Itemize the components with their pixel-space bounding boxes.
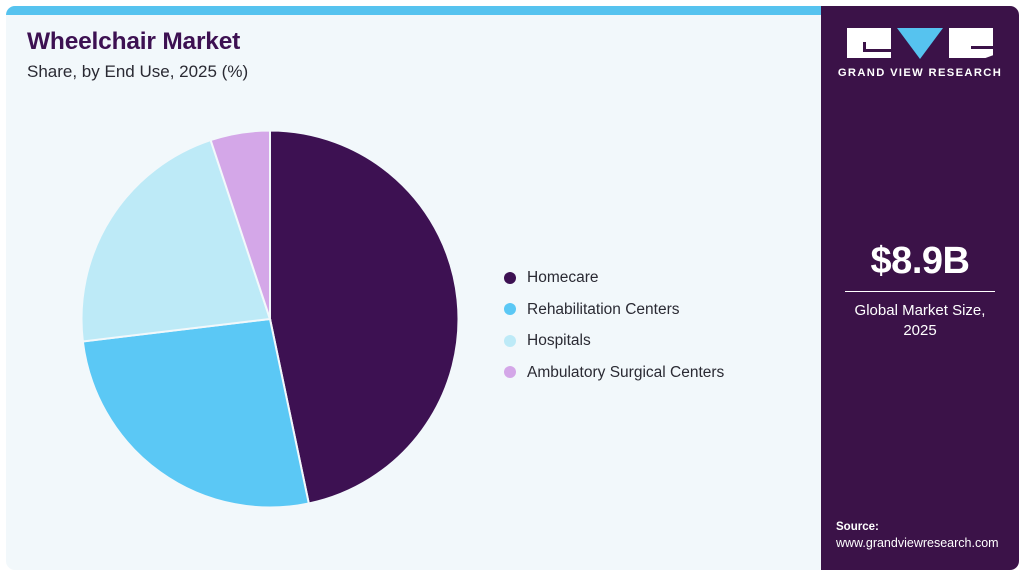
legend-swatch-icon bbox=[504, 271, 516, 284]
chart-legend: Homecare Rehabilitation Centers Hospitals A… bbox=[504, 262, 804, 388]
logo-wordmark: GRAND VIEW RESEARCH bbox=[837, 67, 1003, 79]
page-subtitle: Share, by End Use, 2025 (%) bbox=[27, 62, 249, 82]
logo-marks bbox=[821, 28, 1019, 59]
logo-letter-r-icon bbox=[949, 28, 993, 58]
legend-swatch-icon bbox=[504, 303, 516, 316]
legend-item: Homecare bbox=[504, 262, 804, 294]
logo-letter-v-triangle-icon bbox=[897, 28, 943, 59]
pie-chart bbox=[74, 123, 466, 515]
legend-swatch-icon bbox=[504, 366, 516, 379]
legend-item-label: Homecare bbox=[527, 269, 599, 286]
legend-item-label: Rehabilitation Centers bbox=[527, 300, 680, 318]
pie-slice-group bbox=[80, 129, 460, 509]
legend-item-label: Ambulatory Surgical Centers bbox=[527, 363, 725, 381]
source-block: Source: www.grandviewresearch.com bbox=[836, 520, 1016, 552]
pie-slice bbox=[81, 317, 310, 509]
source-label: Source: bbox=[836, 520, 879, 533]
pie-slice bbox=[269, 129, 460, 505]
market-size-value: $8.9B bbox=[870, 240, 970, 282]
legend-item: Ambulatory Surgical Centers bbox=[504, 357, 804, 389]
title-block: Wheelchair Market Share, by End Use, 202… bbox=[27, 28, 627, 83]
logo-letter-g-icon bbox=[847, 28, 891, 58]
market-size-stat: $8.9B Global Market Size, 2025 bbox=[821, 242, 1019, 342]
source-url: www.grandviewresearch.com bbox=[836, 536, 999, 551]
pie-chart-svg bbox=[80, 129, 460, 509]
legend-item: Rehabilitation Centers bbox=[504, 294, 804, 326]
stat-divider bbox=[845, 291, 995, 292]
legend-swatch-icon bbox=[504, 334, 516, 347]
brand-sidebar: GRAND VIEW RESEARCH $8.9B Global Market … bbox=[821, 6, 1019, 570]
top-accent-bar bbox=[6, 6, 821, 15]
pie-slice bbox=[80, 138, 272, 343]
page-title: Wheelchair Market bbox=[27, 28, 241, 55]
chart-panel: Wheelchair Market Share, by End Use, 202… bbox=[6, 6, 821, 570]
brand-logo: GRAND VIEW RESEARCH bbox=[821, 28, 1019, 79]
legend-item: Hospitals bbox=[504, 325, 804, 357]
pie-slice bbox=[209, 129, 271, 320]
market-size-caption: Global Market Size, 2025 bbox=[854, 302, 986, 340]
legend-item-label: Hospitals bbox=[527, 332, 591, 349]
